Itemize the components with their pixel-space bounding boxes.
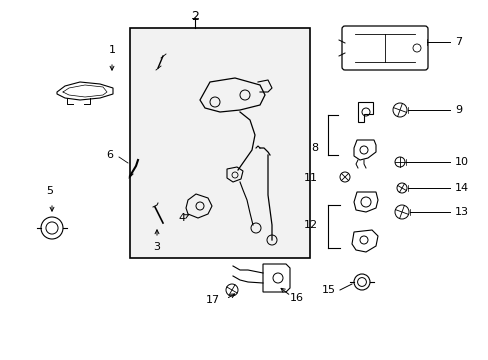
Text: 15: 15 (321, 285, 335, 295)
Text: 13: 13 (454, 207, 468, 217)
Bar (130, 28, 309, 258)
Text: 17: 17 (205, 295, 220, 305)
Text: 16: 16 (289, 293, 304, 303)
Text: 8: 8 (310, 143, 317, 153)
Text: 1: 1 (108, 45, 115, 55)
Text: 2: 2 (191, 10, 199, 23)
Text: 10: 10 (454, 157, 468, 167)
Text: 9: 9 (454, 105, 461, 115)
Text: 3: 3 (153, 242, 160, 252)
Text: 5: 5 (46, 186, 53, 196)
Text: 12: 12 (303, 220, 317, 230)
Text: 4: 4 (178, 213, 185, 223)
Text: 7: 7 (454, 37, 461, 47)
Text: 14: 14 (454, 183, 468, 193)
Text: 6: 6 (106, 150, 113, 160)
Text: 11: 11 (304, 173, 317, 183)
